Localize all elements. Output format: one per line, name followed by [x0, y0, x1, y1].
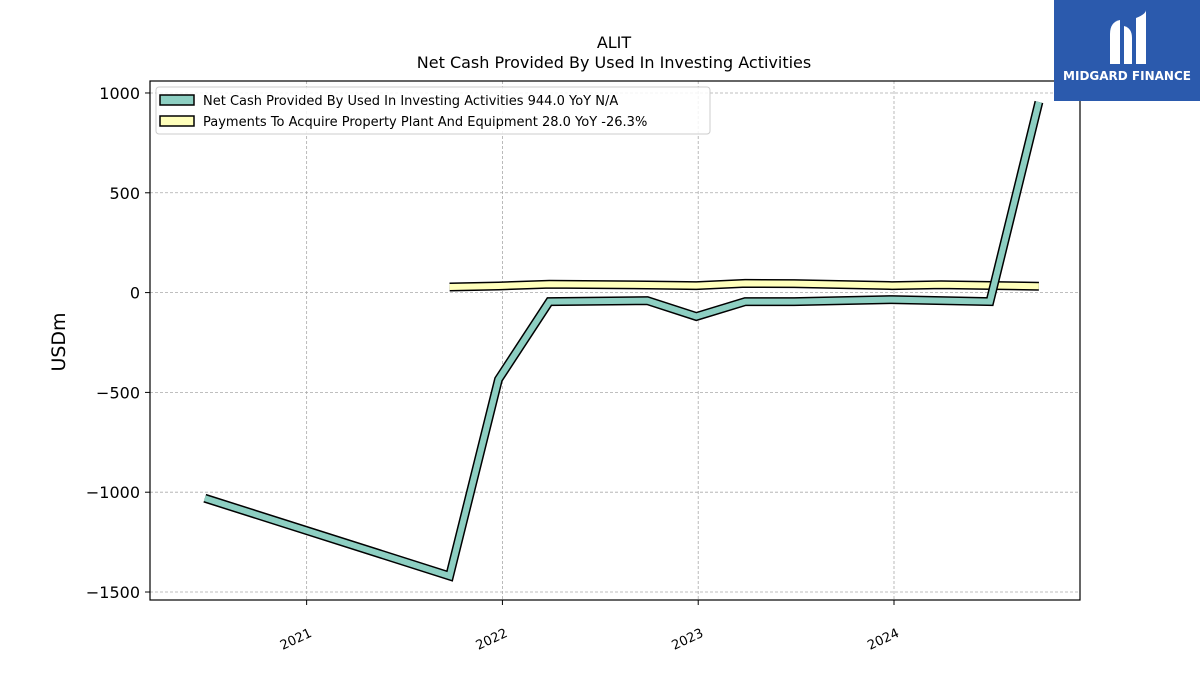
series-line-outline [203, 100, 1044, 582]
series-line [449, 280, 1039, 290]
grid [150, 81, 1080, 600]
y-axis: 1000 500 0 −500 −1000 −1500 [86, 84, 150, 602]
legend: Net Cash Provided By Used In Investing A… [155, 86, 711, 135]
series-line [203, 101, 1042, 580]
y-tick-label: −500 [96, 383, 140, 402]
logo: MIDGARD FINANCE [1054, 0, 1200, 101]
legend-swatch [159, 115, 195, 127]
y-tick-label: 500 [109, 184, 140, 203]
y-tick-label: −1500 [86, 583, 140, 602]
x-tick-label: 2024 [865, 626, 901, 654]
logo-mark-icon [1110, 10, 1146, 64]
legend-swatch [159, 94, 195, 106]
x-axis: 2021 2022 2023 2024 [278, 600, 902, 654]
legend-label: Payments To Acquire Property Plant And E… [203, 115, 647, 130]
y-axis-label: USDm [48, 312, 70, 371]
plot-frame [149, 80, 1081, 601]
y-tick-label: −1000 [86, 483, 140, 502]
chart-title: ALIT [597, 33, 632, 52]
logo-text: MIDGARD FINANCE [1063, 69, 1191, 83]
x-tick-label: 2023 [670, 626, 706, 654]
chart-subtitle: Net Cash Provided By Used In Investing A… [417, 53, 811, 72]
x-tick-label: 2021 [278, 626, 314, 654]
x-tick-label: 2022 [474, 626, 510, 654]
series-layer [203, 100, 1044, 582]
y-tick-label: 0 [130, 284, 140, 303]
legend-box [155, 86, 711, 135]
y-tick-label: 1000 [99, 84, 140, 103]
legend-label: Net Cash Provided By Used In Investing A… [203, 94, 618, 109]
